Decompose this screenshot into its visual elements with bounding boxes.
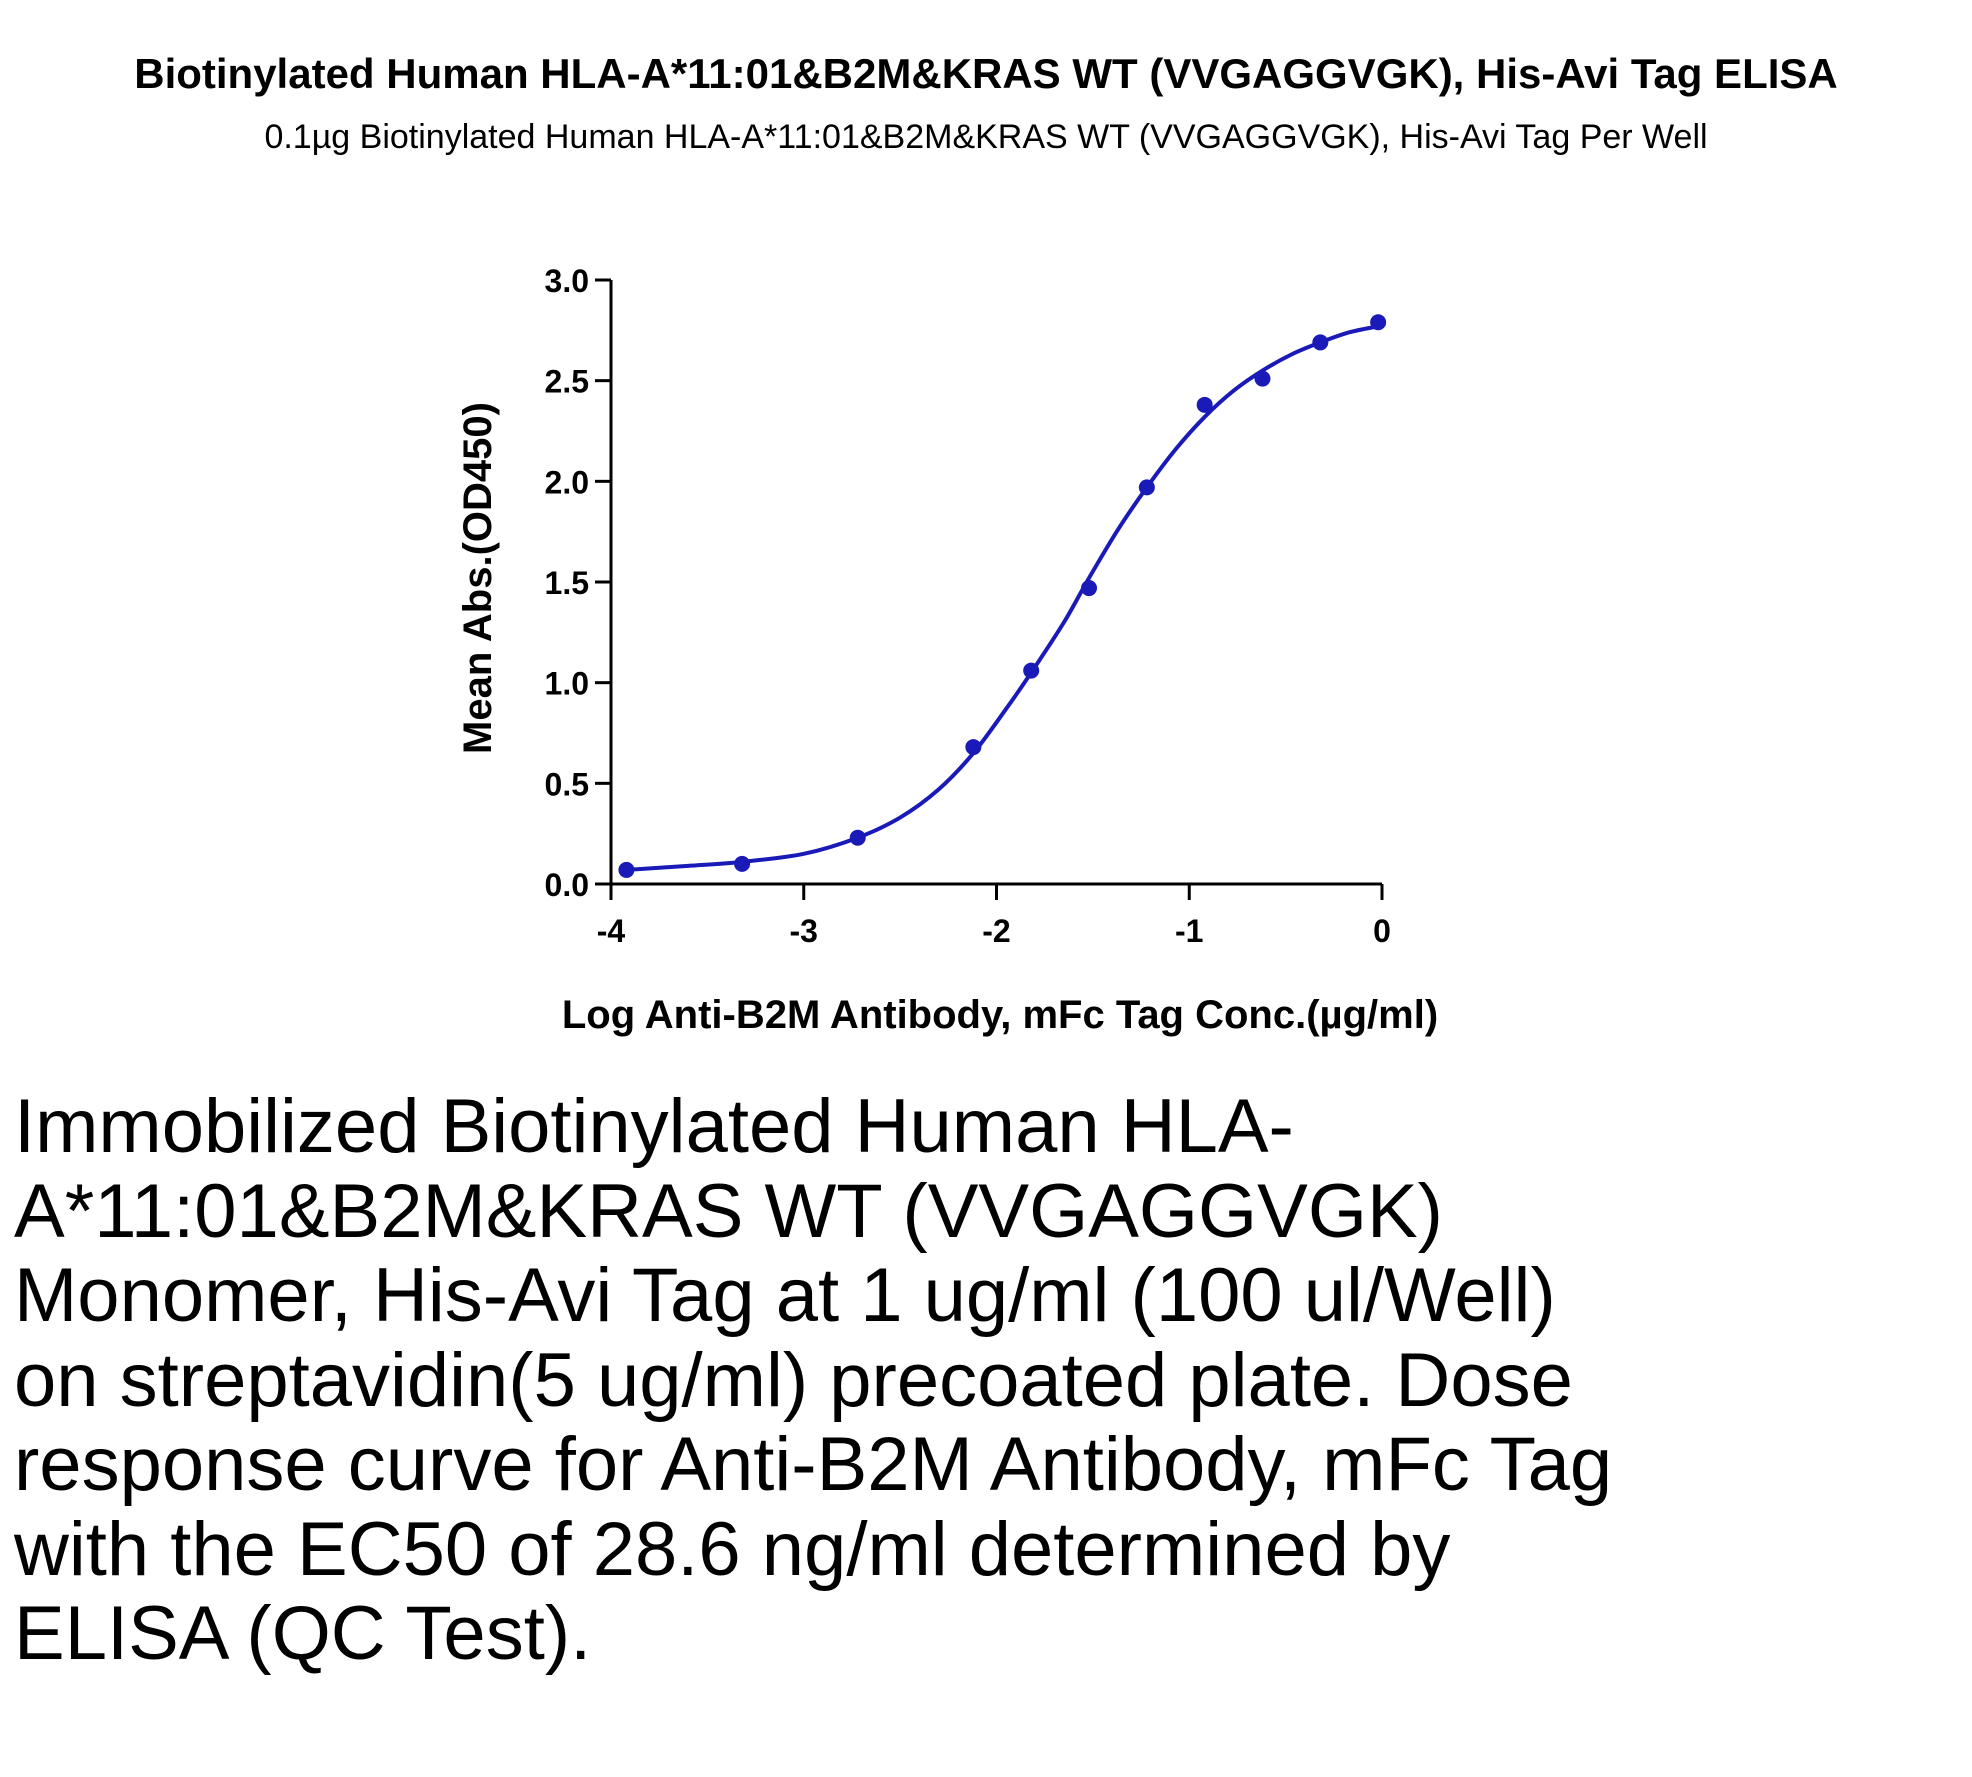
data-point: [1138, 479, 1155, 496]
data-point: [1312, 334, 1329, 351]
data-points-layer: [618, 314, 1387, 878]
y-tick-label: 0.0: [545, 867, 589, 903]
y-tick-label: 0.5: [545, 766, 589, 802]
chart-area: 0.0 0.5 1.0 1.5 2.0 2.5 3.0 -4 -3 -2 -1 0 Log Anti-…: [456, 263, 1438, 1037]
data-point: [965, 739, 982, 756]
x-tick-label: -4: [597, 913, 626, 949]
y-tick-label: 2.0: [545, 464, 589, 500]
data-point: [1370, 314, 1387, 331]
y-tick-label: 1.5: [545, 565, 589, 601]
x-tick-label: -2: [982, 913, 1010, 949]
data-point: [1254, 370, 1271, 387]
x-tick-label: 0: [1373, 913, 1391, 949]
y-tick-label: 3.0: [545, 263, 589, 299]
fit-curve-layer: [626, 324, 1379, 872]
y-tick-label: 2.5: [545, 364, 589, 400]
y-axis-label: Mean Abs.(OD450): [456, 402, 500, 754]
x-tick-label: -3: [790, 913, 818, 949]
axes: 0.0 0.5 1.0 1.5 2.0 2.5 3.0 -4 -3 -2 -1 0: [545, 263, 1391, 949]
data-point: [1023, 662, 1040, 679]
data-point: [734, 855, 751, 872]
data-point: [1081, 580, 1098, 597]
chart-subtitle: 0.1µg Biotinylated Human HLA-A*11:01&B2M…: [264, 118, 1708, 156]
data-point: [849, 829, 866, 846]
fit-curve: [626, 324, 1379, 872]
x-axis-label: Log Anti-B2M Antibody, mFc Tag Conc.(µg/…: [562, 993, 1438, 1037]
chart-title: Biotinylated Human HLA-A*11:01&B2M&KRAS …: [134, 50, 1838, 97]
figure-caption: Immobilized Biotinylated Human HLA-A*11:…: [14, 1084, 1613, 1676]
x-tick-label: -1: [1175, 913, 1203, 949]
y-tick-label: 1.0: [545, 666, 589, 702]
data-point: [618, 861, 635, 878]
data-point: [1196, 396, 1213, 413]
